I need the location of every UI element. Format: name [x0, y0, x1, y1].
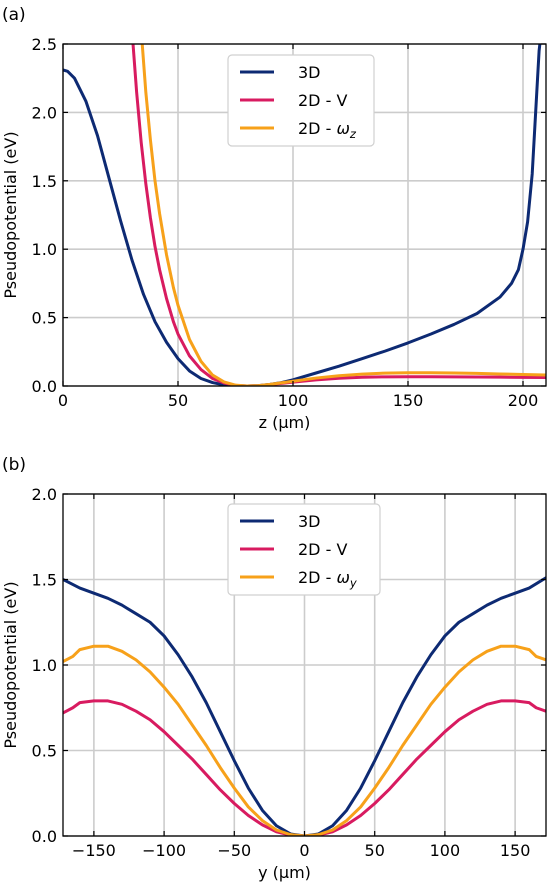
x-tick-label: −50	[217, 841, 251, 860]
x-tick-label: 0	[58, 391, 68, 410]
x-tick-label: −100	[142, 841, 186, 860]
y-tick-label: 0.5	[32, 309, 57, 328]
legend: 3D 2D - V 2D - ωy	[227, 503, 381, 596]
x-tick-label: 50	[365, 841, 385, 860]
y-tick-label: 0.0	[32, 377, 57, 396]
legend-box	[227, 54, 375, 147]
y-axis-label: Pseudopotential (eV)	[1, 581, 20, 748]
y-tick-label: 1.0	[32, 240, 57, 259]
series-line-3d	[63, 576, 546, 836]
y-tick-label: 1.0	[32, 656, 57, 675]
legend-label: 2D - V	[298, 91, 347, 110]
y-tick-label: 0.5	[32, 742, 57, 761]
series-line-2d_v	[63, 699, 546, 836]
legend-box	[227, 503, 381, 596]
x-axis-label: z (µm)	[259, 413, 311, 432]
x-tick-label: 150	[393, 391, 424, 410]
legend-label: 2D - ωz	[298, 119, 357, 141]
legend-label: 2D - V	[298, 540, 347, 559]
y-tick-label: 2.5	[32, 35, 57, 54]
x-tick-label: 100	[430, 841, 461, 860]
legend: 3D 2D - V 2D - ωz	[227, 54, 375, 147]
y-axis-label: Pseudopotential (eV)	[1, 131, 20, 298]
y-tick-label: 2.0	[32, 103, 57, 122]
legend-label: 2D - ωy	[298, 568, 357, 590]
axes-frame	[62, 43, 547, 387]
x-tick-label: 200	[508, 391, 539, 410]
panel-label: (a)	[2, 5, 26, 25]
series-group	[63, 576, 546, 836]
x-axis-label: y (µm)	[258, 863, 311, 882]
y-tick-label: 1.5	[32, 172, 57, 191]
legend-label: 3D	[298, 512, 321, 531]
chart-panel-a: (a) 0 50 100 150 200 0.0 0.5 1.0 1.5 2.0 2.5 z (µm) P…	[1, 5, 547, 432]
x-tick-label: 100	[278, 391, 309, 410]
x-tick-label: −150	[72, 841, 116, 860]
series-line-2d_w	[63, 644, 546, 836]
y-tick-label: 2.0	[32, 485, 57, 504]
chart-panel-b: (b) −150 −100 −50 0 50 100 150 0.0 0.5 1.0 1.5 2.0 y …	[1, 455, 547, 882]
y-tick-label: 1.5	[32, 571, 57, 590]
x-tick-label: 0	[299, 841, 309, 860]
x-tick-label: 150	[500, 841, 531, 860]
legend-label: 3D	[298, 63, 321, 82]
panel-label: (b)	[2, 455, 26, 475]
y-tick-label: 0.0	[32, 827, 57, 846]
x-tick-label: 50	[168, 391, 188, 410]
